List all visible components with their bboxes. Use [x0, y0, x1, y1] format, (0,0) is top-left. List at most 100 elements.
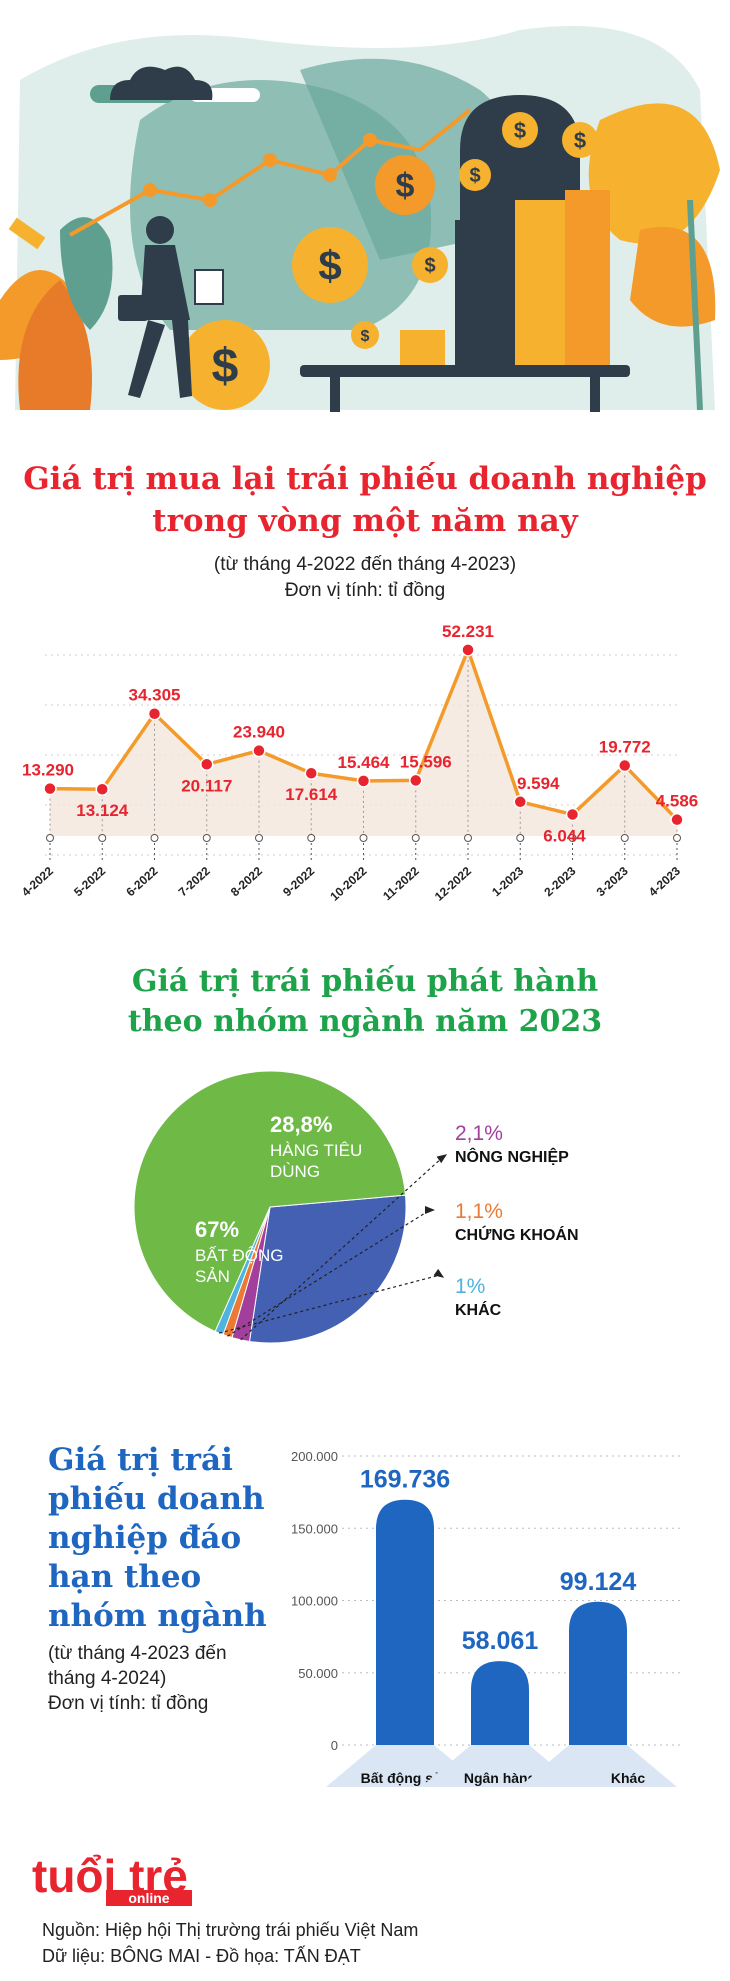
x-tick-label: 12-2022: [432, 864, 474, 904]
callout-line: [218, 1274, 441, 1334]
bar-value-label: 99.124: [560, 1568, 637, 1596]
data-label: 23.940: [233, 723, 285, 742]
tuoi-tre-logo: tuổi trẻ online: [32, 1850, 192, 1906]
hero-illustration: $ $ $ $ $ $ $ $: [0, 0, 730, 425]
category-label: Khác: [611, 1770, 645, 1786]
data-point: [461, 643, 475, 657]
pie-chart: 28,8% HÀNG TIÊU DÙNG 67% BẤT ĐỘNG SẢN 2,1% NÔNG…: [133, 1070, 579, 1344]
slice-pct: 67%: [195, 1217, 239, 1242]
tick-marker: [568, 834, 577, 842]
data-point: [95, 782, 109, 796]
chart3-title-line1: Giá trị trái: [48, 1442, 233, 1478]
tick-marker: [464, 834, 472, 842]
tick-marker: [411, 834, 420, 842]
data-point: [513, 795, 527, 809]
slice-label: SẢN: [195, 1267, 230, 1286]
data-label: 4.586: [656, 792, 699, 811]
line-chart: 13.290 13.124 34.305 20.117 23.940 17.61415.4…: [19, 622, 699, 904]
callout-pct: 1%: [455, 1275, 485, 1298]
x-tick-label: 4-2022: [19, 864, 56, 900]
bar: [471, 1661, 529, 1745]
data-point: [565, 807, 580, 822]
callout-label: NÔNG NGHIỆP: [455, 1147, 569, 1166]
x-tick-label: 7-2022: [176, 864, 213, 900]
tick-marker: [359, 834, 368, 842]
svg-text:$: $: [469, 165, 480, 187]
x-tick-label: 3-2023: [594, 864, 631, 900]
x-tick-label: 2-2023: [541, 864, 578, 900]
data-label: 9.594: [517, 774, 560, 793]
x-tick-label: 8-2022: [228, 864, 265, 900]
x-tick-label: 9-2022: [280, 864, 317, 900]
chart3-title-line5: nhóm ngành: [48, 1598, 267, 1634]
svg-text:$: $: [514, 118, 526, 143]
y-tick-label: 150.000: [291, 1521, 338, 1536]
pie-slice: [248, 1194, 407, 1344]
data-label: 34.305: [129, 686, 181, 705]
tick-marker: [46, 834, 54, 842]
callout-line: [227, 1209, 431, 1337]
callout-arrow: [433, 1268, 445, 1278]
slice-label: BẤT ĐỘNG: [195, 1246, 283, 1265]
x-tick-label: 5-2022: [71, 864, 108, 900]
tick-marker: [673, 834, 681, 842]
data-point: [409, 773, 423, 788]
svg-text:$: $: [424, 255, 435, 277]
chart1-subtitle: (từ tháng 4-2022 đến tháng 4-2023): [213, 554, 517, 575]
data-point: [147, 706, 162, 721]
callout-arrow: [425, 1206, 435, 1214]
tick-marker: [307, 834, 316, 842]
y-tick-label: 200.000: [291, 1449, 338, 1464]
bar-value-label: 58.061: [462, 1627, 539, 1655]
tick-marker: [202, 834, 211, 842]
bar: [569, 1601, 627, 1745]
data-label: 17.614: [285, 785, 338, 804]
footer-source: Nguồn: Hiệp hội Thị trường trái phiếu Vi…: [42, 1920, 419, 1940]
slice-label: HÀNG TIÊU: [270, 1141, 362, 1160]
data-point: [252, 743, 266, 758]
y-tick-label: 50.000: [298, 1666, 338, 1681]
y-tick-label: 0: [331, 1738, 338, 1753]
y-tick-label: 100.000: [291, 1594, 338, 1609]
bar-value-label: 169.736: [360, 1466, 450, 1494]
data-label: 20.117: [181, 776, 232, 795]
tick-marker: [98, 834, 107, 842]
data-label: 13.290: [22, 761, 74, 780]
chart3-note-line1: (từ tháng 4-2023 đến: [48, 1643, 227, 1664]
tick-marker: [620, 834, 629, 842]
data-label: 52.231: [442, 622, 494, 641]
chart3-title-line2: phiếu doanh: [48, 1481, 265, 1517]
chart2-title-line2: theo nhóm ngành năm 2023: [127, 1004, 603, 1039]
data-label: 13.124: [76, 801, 129, 820]
svg-text:$: $: [318, 242, 341, 289]
callout-label: CHỨNG KHOÁN: [455, 1225, 579, 1244]
tick-marker: [516, 834, 525, 842]
data-point: [670, 812, 684, 827]
pie-slice: [133, 1070, 407, 1333]
category-label: Ngân hàng: [464, 1770, 536, 1786]
svg-text:$: $: [361, 328, 370, 345]
tick-marker: [255, 834, 263, 842]
svg-text:$: $: [396, 167, 415, 205]
data-label: 6.044: [543, 826, 586, 845]
chart3-note-line2: tháng 4-2024): [48, 1668, 167, 1689]
bar: [376, 1499, 434, 1745]
slice-pct: 28,8%: [270, 1112, 332, 1137]
chart3-title-line4: hạn theo: [48, 1559, 202, 1595]
line-area: [50, 649, 677, 836]
data-label: 19.772: [599, 738, 651, 757]
data-point: [200, 757, 214, 772]
callout-pct: 1,1%: [455, 1200, 503, 1223]
chart3-title-line3: nghiệp đáo: [48, 1520, 242, 1556]
logo-sub-text: online: [128, 1890, 169, 1906]
callout-arrow: [436, 1154, 448, 1164]
callout-label: KHÁC: [455, 1300, 502, 1319]
chart2-title-line1: Giá trị trái phiếu phát hành: [131, 964, 599, 999]
callout-pct: 2,1%: [455, 1122, 503, 1145]
x-tick-label: 4-2023: [646, 864, 683, 900]
x-tick-label: 10-2022: [327, 864, 369, 904]
chart1-title-line2: trong vòng một năm nay: [152, 503, 578, 539]
svg-text:$: $: [574, 128, 586, 153]
x-tick-label: 6-2022: [123, 864, 160, 900]
